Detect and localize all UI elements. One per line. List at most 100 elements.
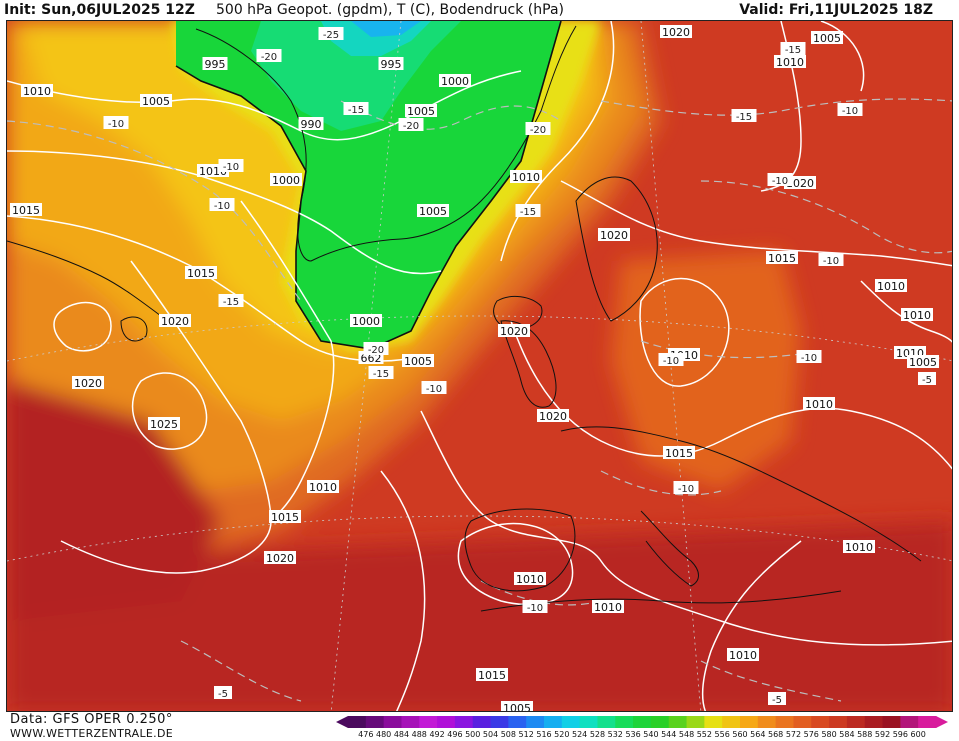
temperature-label-box <box>918 372 936 385</box>
isotherm-line <box>7 120 302 302</box>
isobar-label-box <box>510 170 542 183</box>
temperature-label-box <box>218 159 244 172</box>
temperature-label: -10 <box>767 173 793 187</box>
contour-548 <box>176 21 561 349</box>
isobar-label: 1005 <box>405 104 437 118</box>
isobar-label-text: 1010 <box>845 541 873 554</box>
legend-color-swatch <box>757 716 777 728</box>
isotherm-line <box>700 180 952 254</box>
isobar-label: 1010 <box>727 648 759 662</box>
legend-color-swatch <box>526 716 545 728</box>
legend-tick-label: 544 <box>661 730 676 739</box>
east-europe-warm <box>611 251 801 491</box>
isobar-label: 1020 <box>159 314 191 328</box>
isotherms <box>7 98 952 702</box>
isobar-labels: 1010 1005 995 995 1000 1005 990 1010 1000 1005 101… <box>10 25 939 711</box>
chart-header: Init: Sun,06JUL2025 12Z 500 hPa Geopot. … <box>0 0 959 20</box>
temperature-label-box <box>214 686 232 699</box>
isobar-label: 1020 <box>498 324 530 338</box>
isobar-label-box <box>811 31 843 44</box>
legend-tick-label: 504 <box>483 730 498 739</box>
isobar-label-box <box>875 279 907 292</box>
legend-tick-label: 532 <box>608 730 623 739</box>
legend-tick-label: 580 <box>821 730 836 739</box>
isobar-label-box <box>514 572 546 585</box>
isobar-label: 1000 <box>439 74 471 88</box>
isobar-label-box <box>417 204 449 217</box>
legend-color-swatch <box>918 716 937 728</box>
temperature-label-box <box>343 102 369 115</box>
temperature-label-text: -10 <box>223 162 239 173</box>
temperature-label-text: -10 <box>678 484 694 495</box>
isobar-label-text: 1000 <box>441 75 469 88</box>
isobar-line <box>7 70 522 141</box>
isobar-label: 1015 <box>476 668 508 682</box>
temperature-label-text: -20 <box>368 345 384 356</box>
isobar-label: 1010 <box>510 170 542 184</box>
legend-color-swatch <box>722 716 741 728</box>
isobar-line <box>131 372 208 450</box>
isobar-label-text: 1005 <box>813 32 841 45</box>
legend-color-swatch <box>508 716 527 728</box>
legend-color-swatch <box>740 716 759 728</box>
legend-min-arrow <box>336 716 348 728</box>
legend-tick-label: 500 <box>465 730 480 739</box>
parallel-line <box>7 515 952 562</box>
temperature-label: -10 <box>837 103 863 117</box>
legend-tick-label: 480 <box>376 730 391 739</box>
temperature-label-box <box>421 381 447 394</box>
temperature-label-box <box>218 294 244 307</box>
temperature-label-box <box>209 198 235 211</box>
temperature-label: -20 <box>363 342 389 356</box>
temperature-label-box <box>796 350 822 363</box>
isobar-label-box <box>901 308 933 321</box>
isobar-line <box>560 180 952 267</box>
temperature-label: -15 <box>218 294 244 308</box>
temperature-labels: -25 -20 -10 -15 -20 -20 -10 -10 -15 -15 -20 -15 -10 -… <box>103 27 936 706</box>
isobar-label-box <box>148 417 180 430</box>
color-scale-legend: 476 480 484 488 492 496 500 504 508 512 516 520 524 5… <box>336 716 948 739</box>
isobar-label-box <box>537 409 569 422</box>
graticule <box>7 21 952 711</box>
temperature-label-text: -15 <box>223 297 239 308</box>
temperature-label-box <box>768 692 786 705</box>
legend-color-swatch <box>864 716 884 728</box>
isobar-label-box <box>598 228 630 241</box>
isotherm-line <box>600 470 722 496</box>
isobar-label-box <box>439 74 471 87</box>
isobar-label-box <box>202 57 228 70</box>
isobar-label-box <box>402 354 434 367</box>
isobar-label-box <box>269 510 301 523</box>
legend-color-swatch <box>419 716 438 728</box>
legend-color-swatch <box>561 716 581 728</box>
isobar-label: 1000 <box>270 173 302 187</box>
isobar-label-text: 1020 <box>600 229 628 242</box>
isobar-label: 1020 <box>72 376 104 390</box>
isobar-label-box <box>843 540 875 553</box>
temperature-label-text: -5 <box>218 689 228 700</box>
temperature-label: -10 <box>103 116 129 130</box>
temperature-label: -15 <box>368 366 394 380</box>
legend-color-swatch <box>365 716 385 728</box>
temperature-label: -10 <box>796 350 822 364</box>
map-canvas: 1010 1005 995 995 1000 1005 990 1010 1000 1005 101… <box>7 21 952 711</box>
legend-color-swatch <box>490 716 509 728</box>
isobar-label-box <box>498 324 530 337</box>
legend-tick-label: 492 <box>429 730 444 739</box>
temperature-label: -15 <box>343 102 369 116</box>
isobar-label-text: 1010 <box>309 481 337 494</box>
legend-tick-label: 592 <box>875 730 890 739</box>
legend-tick-label: 584 <box>839 730 854 739</box>
britain-coast <box>500 320 557 408</box>
iceland-coast <box>493 295 543 330</box>
temperature-label: -10 <box>673 481 699 495</box>
temperature-label-text: -10 <box>801 353 817 364</box>
legend-tick-label: 540 <box>643 730 658 739</box>
isobar-line <box>701 540 802 711</box>
isobar-label-text: 1015 <box>478 669 506 682</box>
temperature-label-text: -5 <box>772 695 782 706</box>
temperature-label-text: -10 <box>426 384 442 395</box>
legend-color-swatch <box>633 716 652 728</box>
isobar-label: 995 <box>202 57 228 71</box>
isobar-label-text: 1010 <box>729 649 757 662</box>
